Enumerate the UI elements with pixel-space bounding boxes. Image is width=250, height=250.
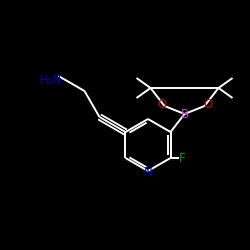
Text: H₂N: H₂N: [40, 74, 62, 86]
Text: O: O: [157, 98, 166, 110]
Text: N: N: [144, 166, 152, 178]
Text: F: F: [179, 152, 186, 164]
Text: B: B: [180, 108, 188, 120]
Text: O: O: [203, 98, 212, 110]
